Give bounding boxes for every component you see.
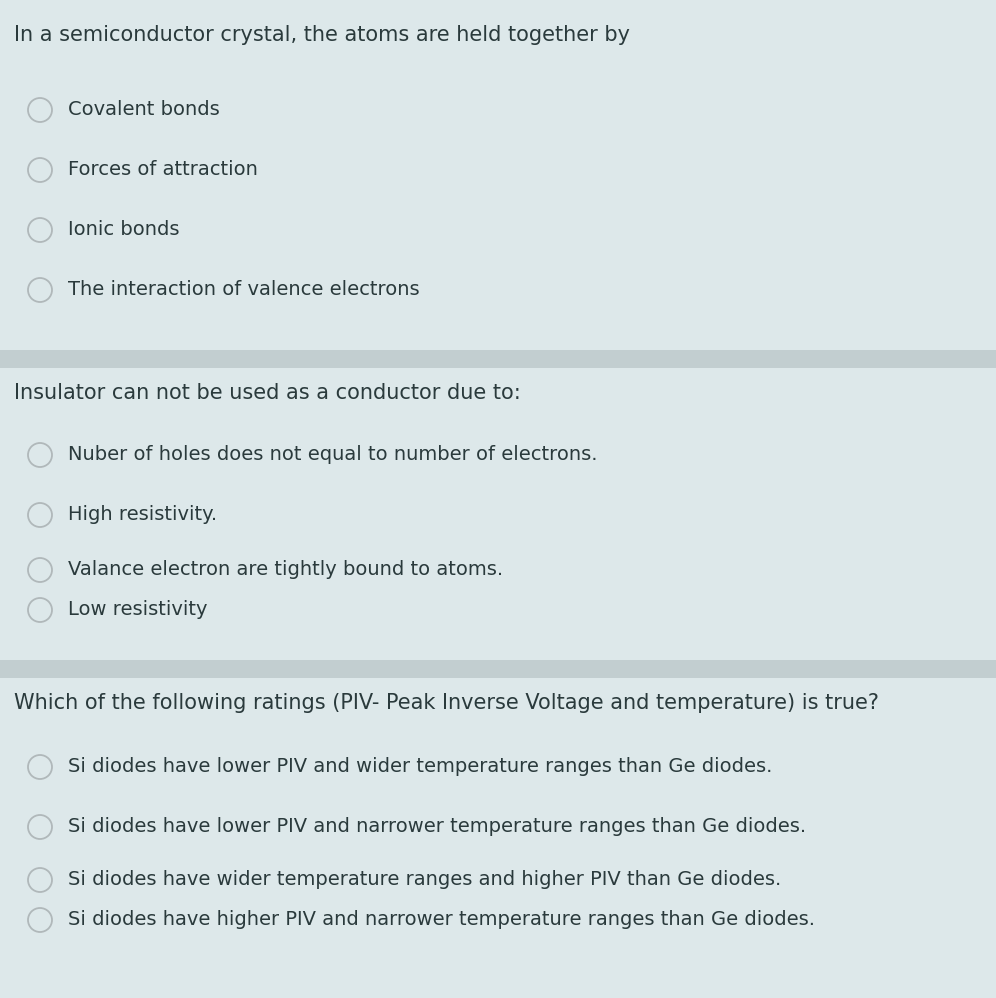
Text: Insulator can not be used as a conductor due to:: Insulator can not be used as a conductor… [14, 383, 521, 403]
Bar [0, 660, 996, 678]
Bar [0, 0, 996, 350]
Text: Which of the following ratings (PIV- Peak Inverse Voltage and temperature) is tr: Which of the following ratings (PIV- Pea… [14, 693, 879, 713]
Circle shape [28, 598, 52, 622]
Circle shape [28, 278, 52, 302]
Text: Covalent bonds: Covalent bonds [68, 100, 220, 119]
Text: Si diodes have wider temperature ranges and higher PIV than Ge diodes.: Si diodes have wider temperature ranges … [68, 870, 781, 889]
Text: In a semiconductor crystal, the atoms are held together by: In a semiconductor crystal, the atoms ar… [14, 25, 630, 45]
Circle shape [28, 815, 52, 839]
Text: Si diodes have lower PIV and wider temperature ranges than Ge diodes.: Si diodes have lower PIV and wider tempe… [68, 757, 772, 776]
Circle shape [28, 558, 52, 582]
Circle shape [28, 218, 52, 242]
Text: Low resistivity: Low resistivity [68, 600, 207, 619]
Bar [0, 678, 996, 998]
Text: Nuber of holes does not equal to number of electrons.: Nuber of holes does not equal to number … [68, 445, 598, 464]
Text: High resistivity.: High resistivity. [68, 505, 217, 524]
Text: The interaction of valence electrons: The interaction of valence electrons [68, 280, 419, 299]
Text: Si diodes have higher PIV and narrower temperature ranges than Ge diodes.: Si diodes have higher PIV and narrower t… [68, 910, 815, 929]
Circle shape [28, 503, 52, 527]
Text: Valance electron are tightly bound to atoms.: Valance electron are tightly bound to at… [68, 560, 503, 579]
Circle shape [28, 755, 52, 779]
Circle shape [28, 908, 52, 932]
Circle shape [28, 98, 52, 122]
Text: Ionic bonds: Ionic bonds [68, 220, 179, 239]
Bar [0, 350, 996, 368]
Circle shape [28, 443, 52, 467]
Bar [0, 368, 996, 660]
Text: Forces of attraction: Forces of attraction [68, 160, 258, 179]
Circle shape [28, 868, 52, 892]
Text: Si diodes have lower PIV and narrower temperature ranges than Ge diodes.: Si diodes have lower PIV and narrower te… [68, 817, 806, 836]
Circle shape [28, 158, 52, 182]
